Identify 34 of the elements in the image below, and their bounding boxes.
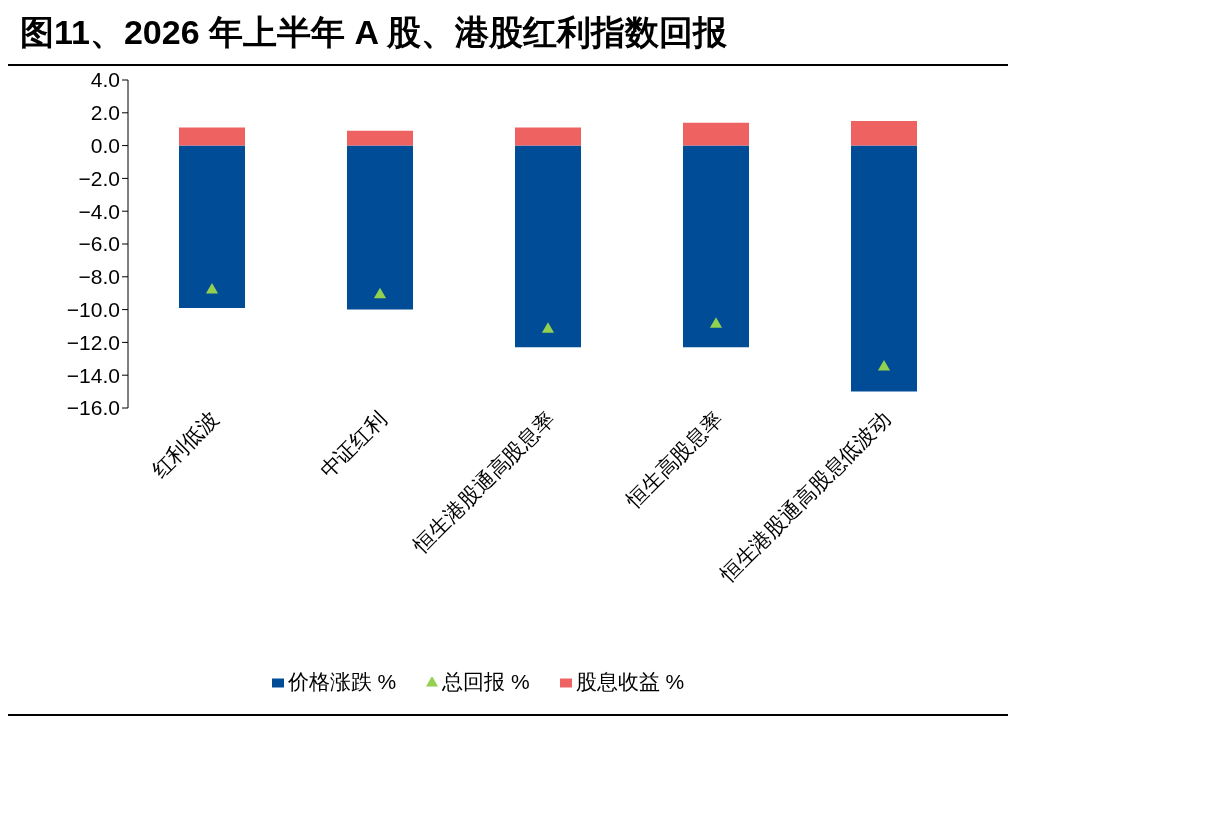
y-tick-label: −16.0: [66, 396, 120, 420]
point: [205, 282, 219, 294]
y-tick-label: −4.0: [78, 199, 120, 223]
x-tick-label: 中证红利: [315, 406, 391, 483]
bar: [347, 130, 413, 146]
bar: [683, 122, 749, 146]
y-tick-label: −10.0: [66, 298, 120, 322]
y-tick-label: 0.0: [90, 134, 120, 158]
bar: [851, 121, 917, 146]
bar: [851, 145, 917, 392]
legend-label: 价格涨跌 %: [287, 670, 397, 693]
point: [877, 359, 891, 371]
bar: [515, 145, 581, 348]
point: [373, 287, 387, 299]
y-tick-label: 2.0: [90, 101, 120, 125]
y-tick-label: −8.0: [78, 265, 120, 289]
bar: [683, 145, 749, 348]
x-tick-label: 红利低波: [147, 406, 223, 483]
bar: [515, 127, 581, 146]
point: [541, 322, 555, 333]
y-tick-label: −14.0: [66, 363, 120, 387]
legend-label: 股息收益 %: [575, 670, 685, 693]
bar: [179, 145, 245, 308]
bar: [347, 145, 413, 310]
chart-title: 图11、2026 年上半年 A 股、港股红利指数回报: [8, 8, 1008, 66]
y-tick-label: −2.0: [78, 166, 120, 190]
y-tick-label: 4.0: [90, 68, 120, 92]
bar: [179, 127, 245, 146]
x-tick-label: 恒生高股息率: [620, 406, 727, 513]
y-tick-label: −12.0: [66, 330, 120, 354]
y-tick-label: −6.0: [78, 232, 120, 256]
x-tick-label: 恒生港股通高股息率: [408, 406, 559, 558]
point: [709, 317, 723, 328]
legend-label: 总回报 %: [442, 670, 530, 693]
